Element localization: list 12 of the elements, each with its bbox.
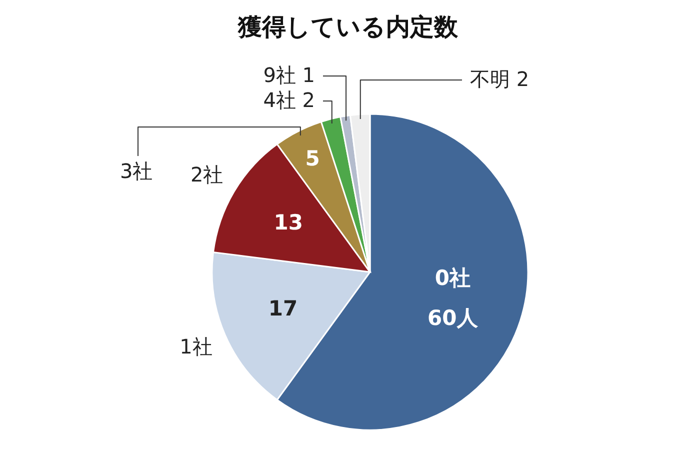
data-label: 17 [268, 296, 298, 321]
slice-label: 3社 [120, 159, 153, 183]
slice-label: 9社 1 [263, 63, 315, 87]
slice-label: 2社 [190, 162, 224, 186]
slice-label: 不明 2 [470, 67, 530, 91]
data-label: 60人 [428, 306, 479, 330]
data-label: 5 [305, 146, 320, 170]
data-label: 13 [274, 210, 304, 235]
slice-label: 1社 [180, 334, 212, 358]
slice-label: 0社 [434, 266, 470, 290]
slice-label: 4社 2 [263, 88, 315, 112]
chart-title: 獲得している内定数 [237, 13, 459, 41]
